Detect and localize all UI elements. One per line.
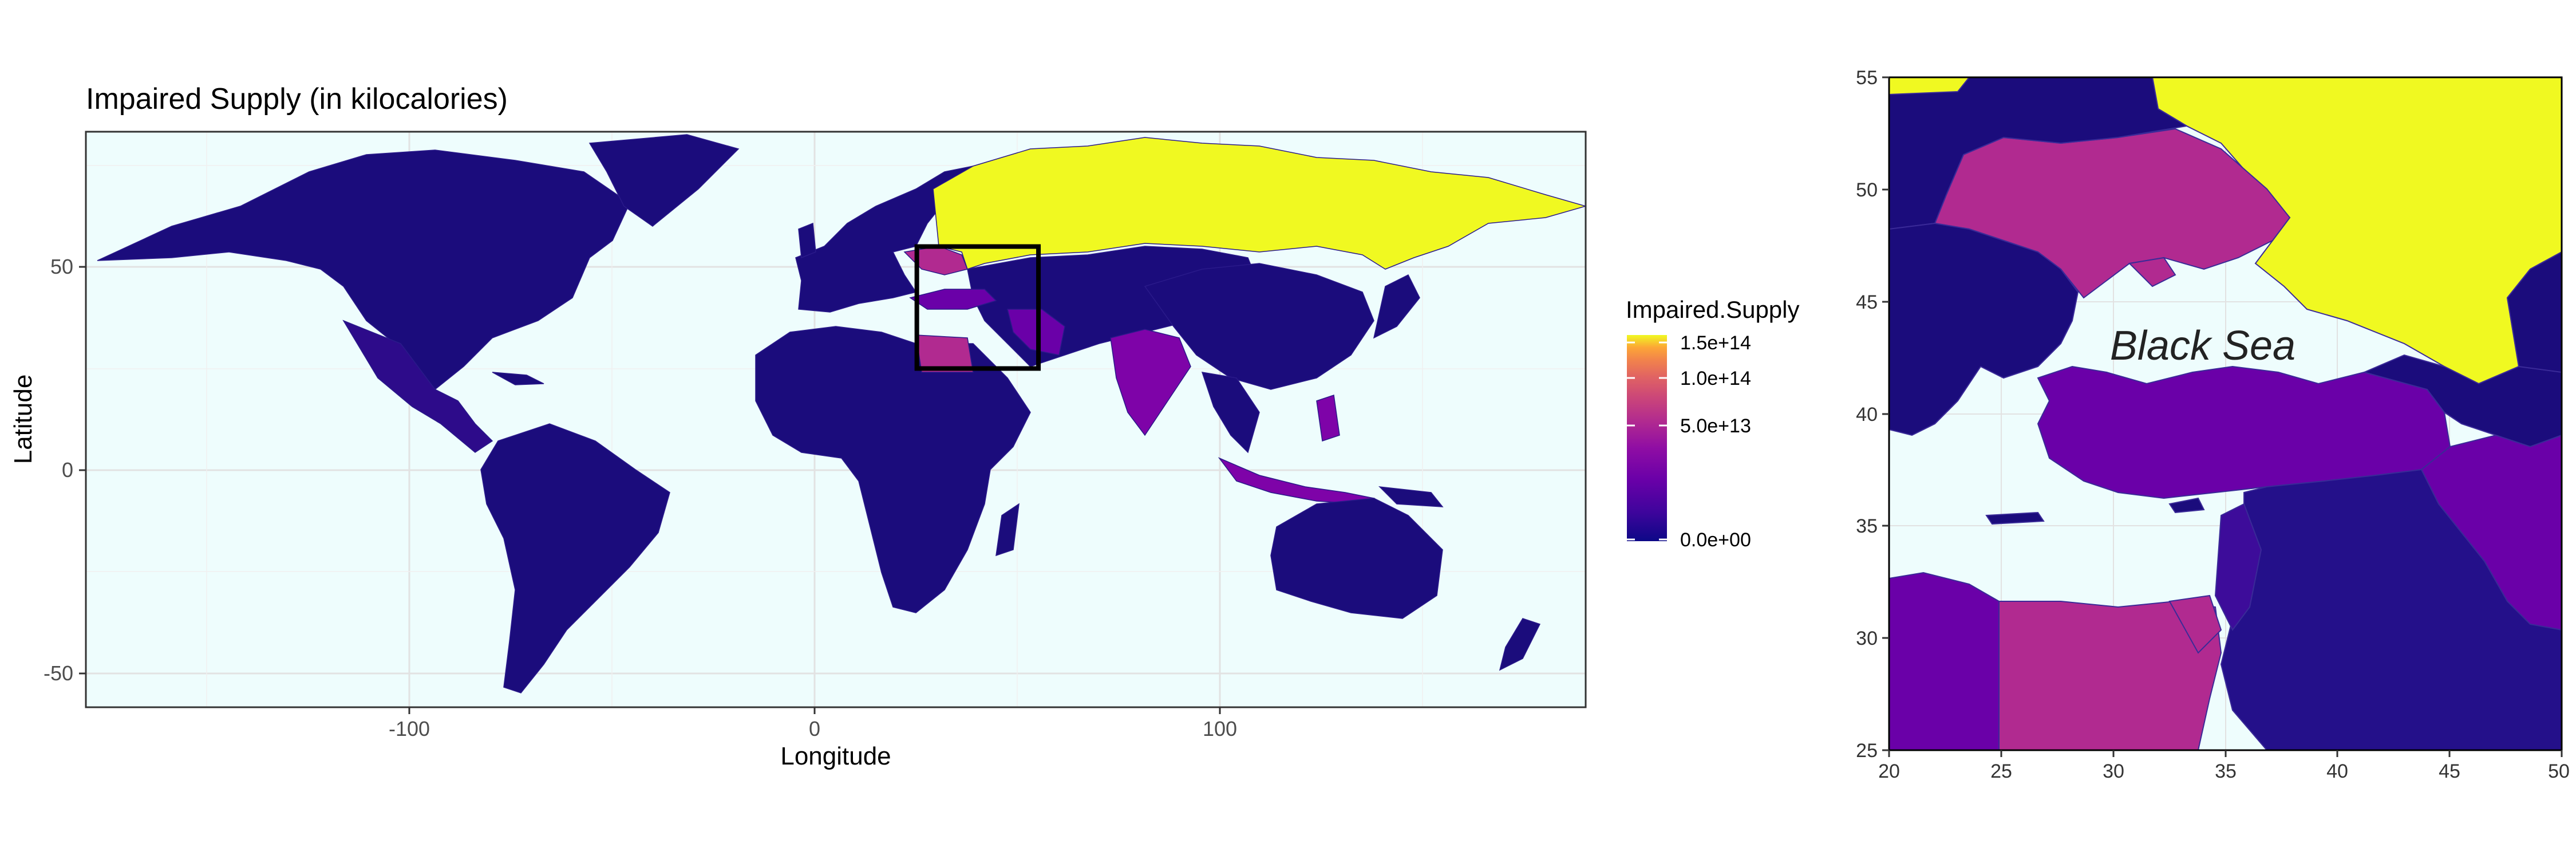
x-tick-label: 100 <box>1203 717 1237 740</box>
country-cuba <box>492 372 544 385</box>
inset-x-tick-label: 35 <box>2215 761 2237 782</box>
country-japan <box>1373 274 1420 339</box>
inset-x-tick-label: 40 <box>2326 761 2348 782</box>
country-philippines <box>1316 395 1340 442</box>
black-sea-label: Black Sea <box>2110 323 2296 369</box>
country-new-zealand <box>1499 618 1541 671</box>
inset-y-tick-label: 30 <box>1856 628 1878 649</box>
inset-y-tick-label: 40 <box>1856 404 1878 425</box>
legend-label: 1.5e+14 <box>1680 332 1751 354</box>
inset-y-tick-label: 25 <box>1856 740 1878 762</box>
country-greenland <box>588 134 740 227</box>
legend-colorbar <box>1627 335 1667 541</box>
country-china <box>1144 263 1374 390</box>
country-south-america <box>480 423 670 693</box>
country-uk <box>798 222 816 259</box>
x-tick-label: 0 <box>809 717 820 740</box>
main-y-axis: 50 0 -50 Latitude <box>9 255 86 685</box>
country-egypt <box>915 334 974 373</box>
country-north-america <box>97 149 630 391</box>
inset-country-libya <box>1889 572 2000 750</box>
inset-country-baltic <box>1889 77 1970 96</box>
main-x-axis: -100 0 100 Longitude <box>389 707 1237 770</box>
inset-y-tick-label: 45 <box>1856 291 1878 313</box>
inset-x-tick-label: 45 <box>2439 761 2460 782</box>
inset-x-tick-label: 20 <box>1878 761 1900 782</box>
country-africa <box>755 326 1031 613</box>
inset-country-balkans <box>1889 222 2079 436</box>
inset-y-axis: 55 50 45 40 35 30 25 <box>1856 67 1889 762</box>
y-tick-label: -50 <box>44 661 73 685</box>
inset-country-crimea <box>2128 257 2176 287</box>
country-turkey <box>909 289 997 310</box>
main-panel-border <box>85 131 1587 708</box>
inset-y-tick-label: 50 <box>1856 179 1878 201</box>
inset-x-axis: 20 25 30 35 40 45 50 <box>1878 750 2570 782</box>
inset-extent-box <box>914 244 1041 371</box>
country-iran <box>1007 309 1065 356</box>
legend-label: 5.0e+13 <box>1680 415 1751 437</box>
inset-y-tick-label: 55 <box>1856 67 1878 89</box>
country-russia <box>933 137 1586 270</box>
country-southeast-asia <box>1201 372 1260 454</box>
country-madagascar <box>995 503 1020 557</box>
inset-x-tick-label: 50 <box>2548 761 2570 782</box>
x-axis-label: Longitude <box>780 742 891 770</box>
country-australia <box>1270 498 1443 619</box>
main-map-title: Impaired Supply (in kilocalories) <box>86 82 508 116</box>
inset-country-caucasus <box>2362 354 2562 448</box>
world-countries <box>97 134 1586 693</box>
x-tick-label: -100 <box>389 717 430 740</box>
inset-country-jordan <box>2214 503 2262 631</box>
main-map-panel <box>85 131 1587 708</box>
legend-label: 1.0e+14 <box>1680 368 1751 389</box>
color-legend: Impaired.Supply 1.5e+14 1.0e+14 5.0e+13 … <box>1626 296 1800 551</box>
inset-map-panel: Black Sea <box>1888 76 2563 751</box>
country-mexico <box>342 320 493 453</box>
legend-title: Impaired.Supply <box>1626 296 1800 323</box>
y-tick-label: 0 <box>62 458 73 482</box>
inset-y-tick-label: 35 <box>1856 515 1878 537</box>
inset-country-levant <box>2220 468 2562 750</box>
y-tick-label: 50 <box>50 255 73 278</box>
inset-country-sinai <box>2168 594 2222 654</box>
country-india <box>1110 329 1191 436</box>
inset-x-tick-label: 30 <box>2103 761 2124 782</box>
legend-label: 0.0e+00 <box>1680 529 1751 551</box>
inset-country-crete <box>1985 511 2045 525</box>
inset-country-kazakhstan <box>2506 251 2562 373</box>
inset-x-tick-label: 25 <box>1990 761 2012 782</box>
country-papua <box>1378 486 1444 507</box>
inset-country-cyprus <box>2168 497 2205 514</box>
y-axis-label: Latitude <box>9 375 37 464</box>
inset-countries <box>1889 77 2562 750</box>
